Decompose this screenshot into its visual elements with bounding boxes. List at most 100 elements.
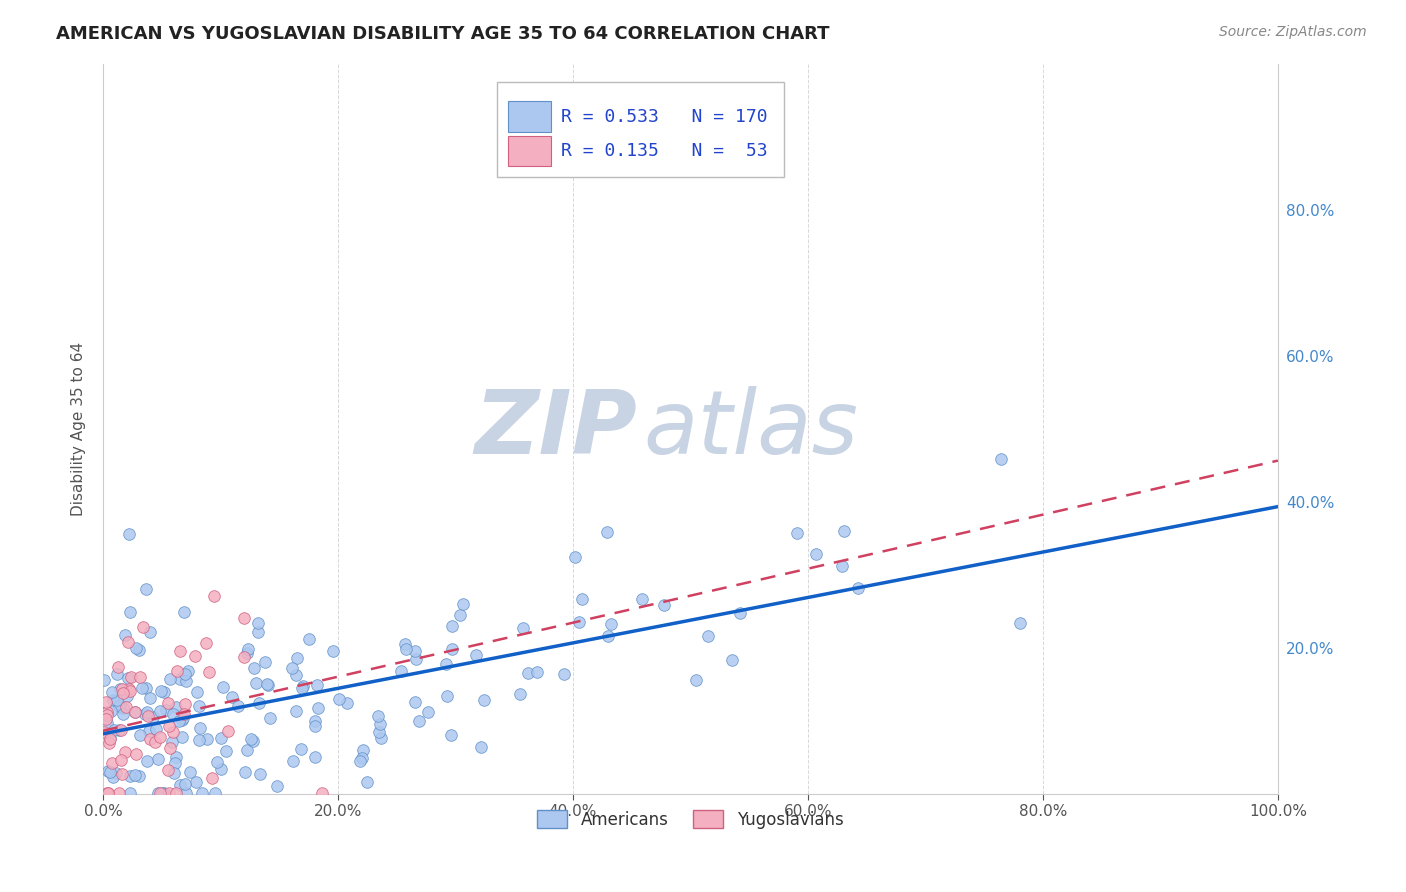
Point bbox=[108, 786, 131, 800]
Point bbox=[284, 704, 307, 718]
Point bbox=[451, 597, 474, 611]
Point bbox=[136, 708, 159, 723]
Point bbox=[172, 711, 194, 725]
Point bbox=[242, 734, 264, 748]
Point bbox=[149, 684, 172, 698]
Point bbox=[117, 635, 139, 649]
Point bbox=[281, 754, 304, 768]
Point bbox=[96, 712, 118, 726]
Point bbox=[285, 668, 308, 682]
Point bbox=[232, 611, 254, 625]
Point bbox=[418, 705, 440, 719]
Point bbox=[564, 550, 586, 565]
Point bbox=[97, 764, 120, 779]
Point bbox=[214, 744, 236, 758]
Point bbox=[436, 689, 458, 703]
Point bbox=[553, 667, 575, 681]
Point bbox=[831, 559, 853, 574]
Point bbox=[186, 685, 208, 699]
Point bbox=[111, 700, 134, 714]
Point bbox=[389, 664, 412, 678]
Point bbox=[170, 713, 193, 727]
Point bbox=[512, 621, 534, 635]
Point bbox=[368, 716, 391, 731]
Point bbox=[187, 733, 209, 747]
Point bbox=[118, 786, 141, 800]
Point bbox=[149, 786, 172, 800]
Point bbox=[114, 627, 136, 641]
Point bbox=[94, 695, 117, 709]
Point bbox=[157, 764, 180, 778]
Point bbox=[111, 767, 134, 781]
Point bbox=[163, 765, 186, 780]
Point bbox=[404, 695, 426, 709]
Point bbox=[149, 730, 172, 744]
Point bbox=[124, 706, 146, 720]
Point bbox=[654, 598, 676, 612]
Point bbox=[404, 644, 426, 658]
Point bbox=[440, 728, 463, 742]
Point bbox=[205, 755, 228, 769]
Point bbox=[129, 670, 152, 684]
Point bbox=[153, 786, 176, 800]
Point bbox=[93, 706, 115, 720]
Point bbox=[311, 786, 333, 800]
Point bbox=[352, 743, 374, 757]
Point bbox=[165, 699, 187, 714]
Point bbox=[98, 764, 121, 779]
Point bbox=[441, 619, 464, 633]
Point bbox=[173, 707, 195, 722]
Point bbox=[179, 764, 201, 779]
Point bbox=[305, 678, 328, 692]
Point bbox=[118, 681, 141, 696]
Point bbox=[239, 731, 262, 746]
Point bbox=[370, 731, 392, 745]
Point bbox=[170, 730, 193, 744]
Point bbox=[125, 747, 148, 761]
Point bbox=[1008, 616, 1031, 631]
Point bbox=[465, 648, 488, 662]
Point bbox=[131, 681, 153, 695]
Point bbox=[470, 740, 492, 755]
Point bbox=[146, 752, 169, 766]
Point bbox=[236, 646, 259, 660]
Point bbox=[285, 650, 308, 665]
Point bbox=[211, 680, 233, 694]
Point bbox=[184, 648, 207, 663]
Point bbox=[405, 652, 427, 666]
Point bbox=[139, 691, 162, 706]
Point bbox=[159, 740, 181, 755]
Point bbox=[105, 692, 128, 706]
Point bbox=[304, 719, 326, 733]
Point bbox=[114, 745, 136, 759]
Point bbox=[254, 655, 277, 669]
Point bbox=[246, 616, 269, 631]
Point bbox=[247, 625, 270, 640]
Point bbox=[110, 753, 132, 767]
Legend: Americans, Yugoslavians: Americans, Yugoslavians bbox=[530, 804, 851, 835]
Point bbox=[93, 673, 115, 687]
Point bbox=[290, 741, 312, 756]
Text: ZIP: ZIP bbox=[475, 385, 637, 473]
Point bbox=[118, 605, 141, 619]
Point bbox=[165, 786, 187, 800]
Point bbox=[256, 677, 278, 691]
Point bbox=[96, 708, 118, 723]
Point bbox=[201, 771, 224, 785]
Point bbox=[226, 699, 249, 714]
Point bbox=[408, 714, 430, 728]
Point bbox=[157, 719, 180, 733]
Point bbox=[352, 750, 374, 764]
Point bbox=[104, 766, 127, 780]
Point bbox=[166, 664, 188, 678]
Point bbox=[832, 524, 855, 538]
Point bbox=[96, 705, 118, 719]
Point bbox=[517, 665, 540, 680]
Point bbox=[145, 734, 167, 748]
Point bbox=[169, 778, 191, 792]
Point bbox=[160, 735, 183, 749]
Point bbox=[198, 665, 221, 679]
Point bbox=[162, 706, 184, 721]
Point bbox=[449, 608, 471, 623]
Point bbox=[394, 637, 416, 651]
